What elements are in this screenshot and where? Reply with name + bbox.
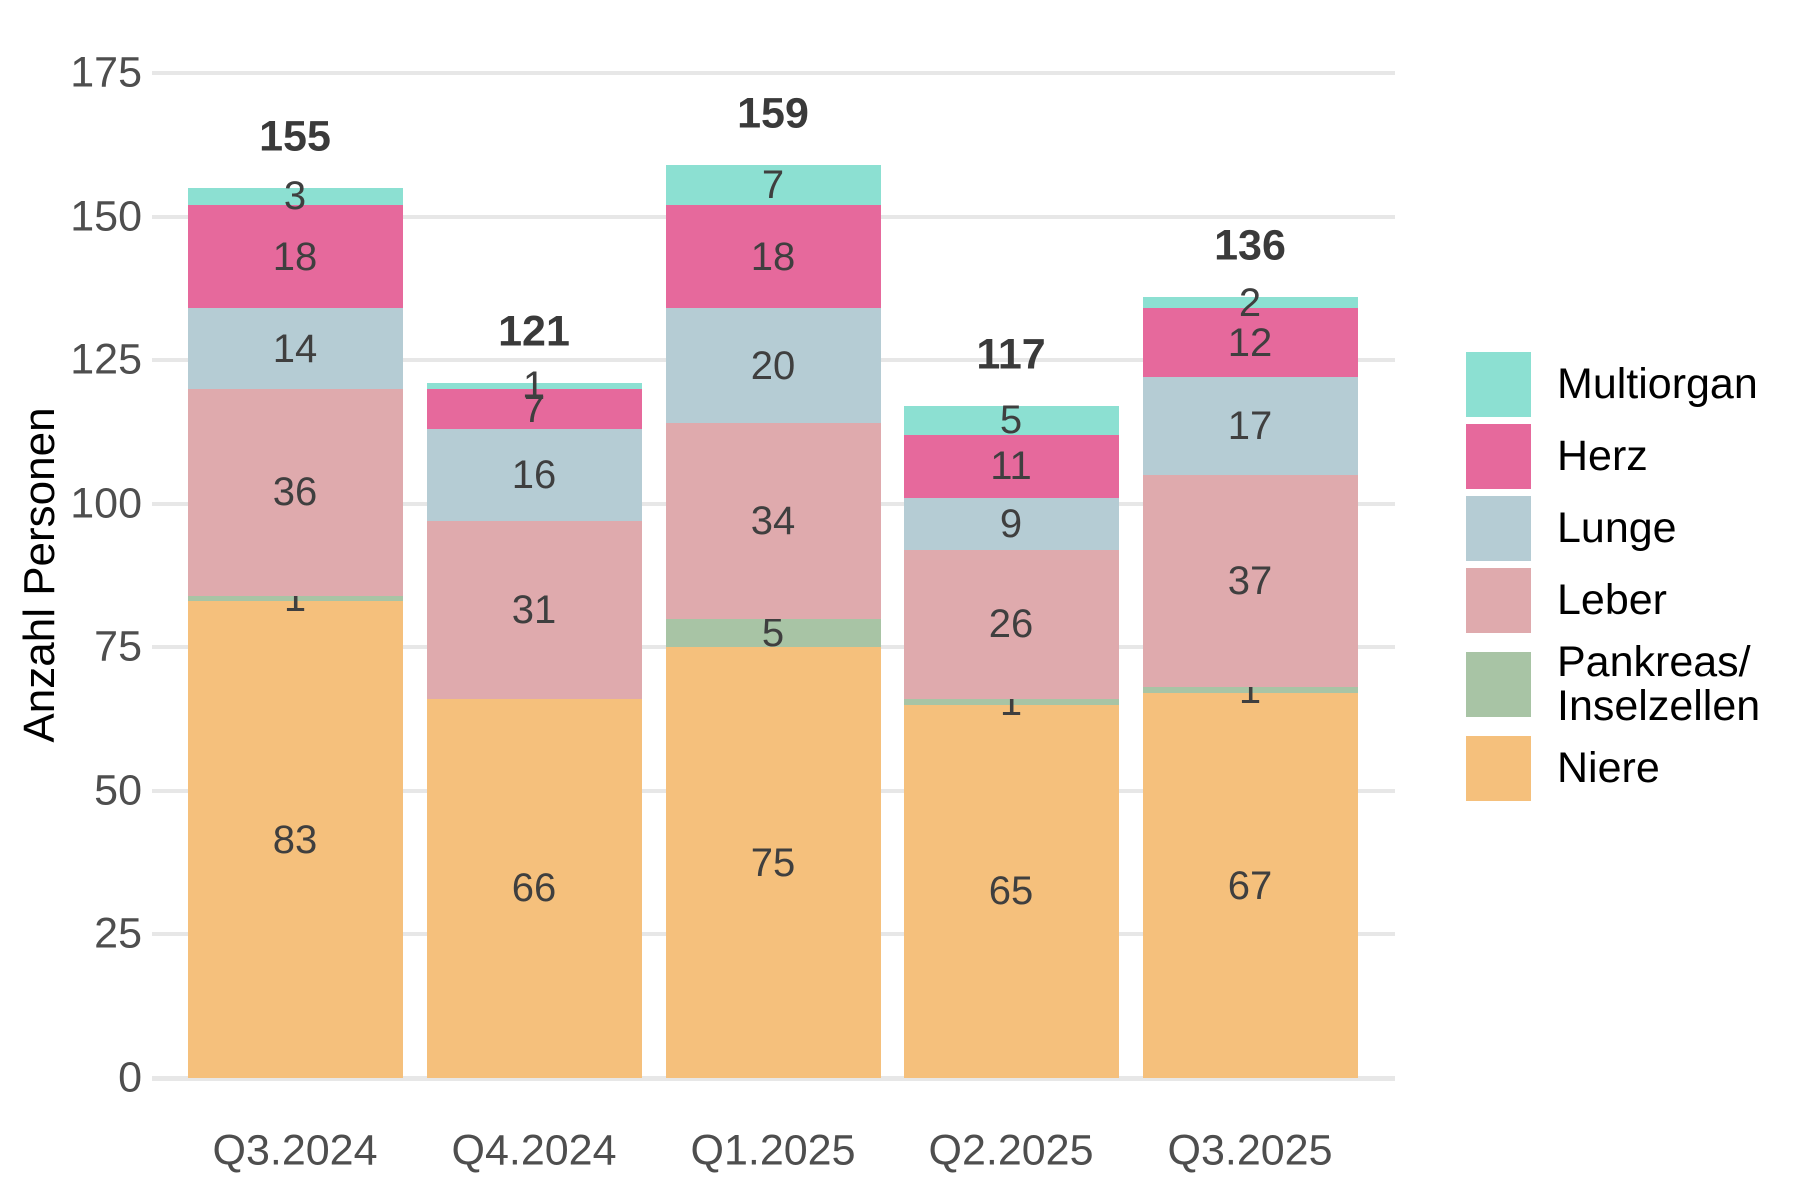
bar-segment-value: 7 <box>761 162 785 207</box>
bar-segment-value: 65 <box>988 869 1034 914</box>
y-axis-title: Anzahl Personen <box>15 407 64 743</box>
bar-segment-value: 17 <box>1227 404 1273 449</box>
bar-segment-value: 1 <box>522 363 546 408</box>
legend-swatch-pankreas-inselzellen <box>1466 651 1531 717</box>
legend-item: Lunge <box>1466 496 1760 561</box>
y-tick-label: 0 <box>118 1053 142 1102</box>
bar-segment-multiorgan <box>903 406 1119 435</box>
bar-segment-value: 14 <box>272 326 318 371</box>
y-tick-label: 175 <box>70 48 142 97</box>
y-tick-label: 75 <box>94 622 142 671</box>
bar-segment-multiorgan <box>1142 296 1358 309</box>
legend-swatch-niere <box>1466 735 1531 801</box>
legend-item: Pankreas/ Inselzellen <box>1466 640 1760 729</box>
bar-segment-value: 31 <box>511 587 557 632</box>
bar-segment-value: 7 <box>522 386 546 431</box>
bar-segment-niere <box>1142 693 1358 1078</box>
bar-segment-leber <box>187 388 403 596</box>
bar-segment-value: 18 <box>750 234 796 279</box>
x-tick-label: Q4.2024 <box>451 1126 617 1175</box>
bar-segment-niere <box>903 704 1119 1078</box>
bar-total-value: 159 <box>737 89 809 138</box>
bar-segment-value: 18 <box>272 234 318 279</box>
legend: Multiorgan Herz Lunge Leber Pankreas/ Inselz… <box>1466 352 1760 801</box>
y-tick-label: 100 <box>70 479 142 528</box>
bar-segment-herz <box>1142 308 1358 378</box>
bar-segment-herz <box>187 205 403 309</box>
bar-segment-herz <box>903 434 1119 498</box>
bar-segment-lunge <box>1142 377 1358 475</box>
legend-label: Lunge <box>1557 504 1677 553</box>
bar-segment-leber <box>426 520 642 699</box>
bar-segment-value: 5 <box>999 398 1023 443</box>
bar-segment-leber <box>665 423 881 619</box>
bar-segment-multiorgan <box>426 383 642 389</box>
bar-segment-pankreas-inselzellen <box>665 618 881 648</box>
legend-item: Leber <box>1466 568 1760 633</box>
legend-label: Niere <box>1557 743 1660 792</box>
x-tick-label: Q2.2025 <box>928 1126 1094 1175</box>
y-tick-label: 50 <box>94 766 142 815</box>
y-tick-label: 25 <box>94 909 142 958</box>
bar-segment-niere <box>187 601 403 1078</box>
legend-item: Multiorgan <box>1466 352 1760 417</box>
bar-segment-value: 20 <box>750 343 796 388</box>
bar-segment-value: 2 <box>1238 280 1262 325</box>
bar-segment-pankreas-inselzellen <box>903 698 1119 705</box>
legend-swatch-multiorgan <box>1466 352 1531 417</box>
bar-segment-pankreas-inselzellen <box>1142 687 1358 694</box>
x-tick-label: Q3.2025 <box>1167 1126 1333 1175</box>
x-axis-line <box>152 1075 1395 1081</box>
bar-segment-pankreas-inselzellen <box>187 595 403 602</box>
bar-segment-lunge <box>187 308 403 389</box>
bar-segment-lunge <box>665 308 881 424</box>
legend-swatch-herz <box>1466 424 1531 489</box>
bar-segment-herz <box>426 388 642 430</box>
bar-segment-multiorgan <box>665 164 881 206</box>
bar-segment-value: 16 <box>511 453 557 497</box>
bar-segment-lunge <box>903 497 1119 550</box>
bar-total-value: 136 <box>1214 221 1286 270</box>
bar-segment-value: 12 <box>1227 320 1273 365</box>
bar-segment-multiorgan <box>187 187 403 206</box>
bar-total-value: 121 <box>498 307 570 356</box>
x-tick-label: Q3.2024 <box>212 1126 378 1175</box>
bar-segment-value: 26 <box>988 602 1034 647</box>
bar-segment-niere <box>665 647 881 1078</box>
bar-segment-value: 11 <box>990 444 1032 489</box>
bar-segment-value: 66 <box>511 866 557 911</box>
bar-segment-leber <box>1142 475 1358 688</box>
bar-segment-value: 75 <box>750 840 796 885</box>
legend-swatch-leber <box>1466 568 1531 633</box>
legend-label: Herz <box>1557 432 1648 481</box>
bar-segment-niere <box>426 698 642 1078</box>
legend-item: Niere <box>1466 735 1760 801</box>
bar-segment-value: 5 <box>761 610 785 655</box>
bar-segment-value: 34 <box>750 498 796 543</box>
gridline <box>152 71 1395 75</box>
bar-segment-value: 9 <box>999 501 1023 546</box>
bar-segment-lunge <box>426 429 642 521</box>
y-tick-label: 150 <box>70 192 142 241</box>
bar-segment-value: 67 <box>1227 863 1273 908</box>
bar-segment-value: 37 <box>1227 559 1273 604</box>
bar-segment-value: 3 <box>283 174 307 219</box>
legend-item: Herz <box>1466 424 1760 489</box>
x-tick-label: Q1.2025 <box>690 1126 856 1175</box>
bar-segment-leber <box>903 549 1119 699</box>
legend-label: Leber <box>1557 576 1667 625</box>
legend-label: Multiorgan <box>1557 360 1758 409</box>
legend-swatch-lunge <box>1466 496 1531 561</box>
y-tick-label: 125 <box>70 335 142 384</box>
legend-label: Pankreas/ Inselzellen <box>1557 638 1761 731</box>
bar-total-value: 155 <box>259 112 331 161</box>
bar-segment-herz <box>665 205 881 309</box>
bar-segment-value: 83 <box>272 817 318 862</box>
bar-segment-value: 36 <box>272 470 318 515</box>
bar-total-value: 117 <box>976 330 1046 379</box>
